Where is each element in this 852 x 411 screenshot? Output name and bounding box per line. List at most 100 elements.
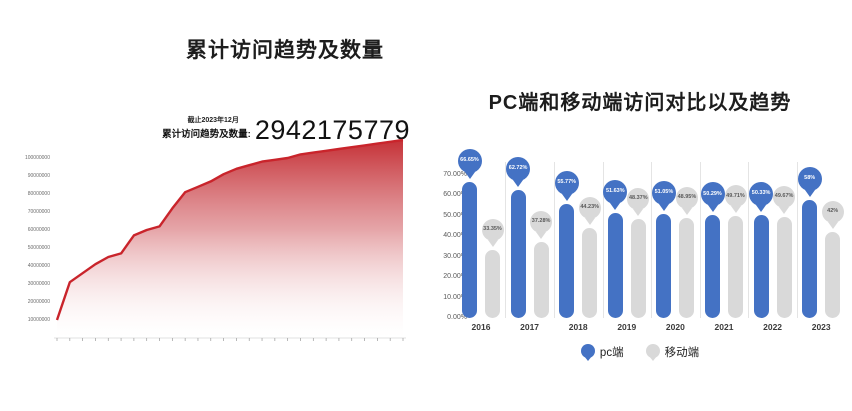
- legend: pc端 移动端: [430, 340, 850, 364]
- cumulative-total-annotation: 截止2023年12月 累计访问趋势及数量: 2942175779: [120, 98, 410, 144]
- left-y-tick-label: 70000000: [27, 208, 50, 215]
- right-y-tick-label: 70.00%: [443, 171, 467, 178]
- left-y-tick-label: 20000000: [27, 298, 50, 305]
- group-separator: [796, 162, 798, 318]
- total-label: 累计访问趋势及数量:: [162, 129, 251, 140]
- left-axis-marks: [54, 337, 406, 341]
- mobile-value-bubble: 49.71%: [724, 185, 747, 208]
- mobile-bar: [776, 216, 792, 318]
- group-separator: [699, 162, 701, 318]
- pc-bar: [510, 189, 526, 318]
- mobile-value-bubble: 48.95%: [675, 187, 698, 209]
- mobile-value-bubble-tail: [536, 231, 547, 239]
- legend-item-mobile: 移动端: [645, 343, 700, 361]
- right-y-tick-label: 60.00%: [443, 191, 467, 199]
- mobile-value-bubble-tail: [730, 206, 741, 214]
- group-separator: [748, 162, 750, 318]
- left-y-tick-label: 80000000: [27, 190, 50, 197]
- mobile-value-bubble: 42%: [821, 201, 844, 224]
- mobile-bar: [728, 216, 743, 318]
- right-y-tick-label: 20.00%: [443, 273, 467, 281]
- year-label: 2021: [714, 322, 734, 332]
- pc-balloon-icon: [580, 343, 595, 361]
- legend-item-pc: pc端: [580, 343, 624, 361]
- right-y-tick-label: 50.00%: [443, 211, 467, 219]
- right-y-tick-label: 40.00%: [443, 232, 467, 240]
- pc-value-bubble-tail: [464, 171, 475, 179]
- pc-value-bubble: 58%: [797, 166, 822, 191]
- right-chart-title: PC端和移动端访问对比以及趋势: [488, 92, 792, 114]
- total-value: 2942175779: [254, 115, 410, 145]
- left-y-tick-label: 30000000: [27, 280, 50, 287]
- left-chart-title: 累计访问趋势及数量: [186, 39, 384, 62]
- as-of-date-note: 截止2023年12月: [187, 117, 239, 124]
- mobile-bar: [533, 241, 549, 318]
- pc-value-bubble-tail: [658, 203, 669, 211]
- pc-value-bubble: 66.65%: [457, 148, 482, 173]
- year-label: 2016: [471, 322, 491, 332]
- pc-value-bubble: 51.05%: [651, 180, 676, 205]
- pc-bar: [656, 213, 672, 318]
- pc-value-bubble: 50.33%: [749, 182, 774, 207]
- year-label: 2022: [763, 322, 783, 332]
- legend-label-pc: pc端: [599, 347, 624, 359]
- group-separator: [553, 162, 555, 318]
- right-y-tick-label: 10.00%: [443, 293, 467, 301]
- pc-bar: [559, 204, 575, 318]
- left-y-tick-label: 50000000: [27, 244, 50, 251]
- area-chart-svg: [54, 138, 406, 341]
- year-label: 2018: [568, 322, 588, 332]
- mobile-value-bubble: 44.23%: [578, 196, 601, 219]
- pc-value-bubble: 62.72%: [506, 156, 531, 181]
- group-separator: [602, 162, 604, 318]
- annotation-label-stack: 截止2023年12月 累计访问趋势及数量:: [162, 115, 251, 140]
- mobile-value-bubble-tail: [681, 208, 692, 215]
- mobile-value-bubble-tail: [487, 239, 498, 247]
- left-y-tick-label: 90000000: [27, 172, 50, 179]
- mobile-value-bubble-tail: [584, 217, 595, 225]
- pc-bar: [607, 212, 623, 318]
- year-label: 2019: [617, 322, 637, 332]
- pc-bar: [462, 181, 477, 318]
- left-y-tick-label: 100000000: [24, 154, 50, 161]
- mobile-value-bubble: 48.37%: [627, 188, 650, 211]
- pc-bar: [753, 215, 769, 318]
- mobile-value-bubble: 37.28%: [530, 210, 553, 233]
- mobile-bar: [679, 218, 695, 318]
- area-line: [55, 138, 404, 321]
- mobile-bar: [825, 232, 841, 318]
- year-label: 2017: [520, 322, 540, 332]
- pc-value-bubble: 51.63%: [603, 179, 628, 204]
- group-separator: [505, 162, 507, 318]
- left-y-tick-label: 10000000: [27, 316, 50, 323]
- left-y-tick-label: 60000000: [27, 226, 50, 233]
- legend-label-mobile: 移动端: [664, 347, 700, 359]
- mobile-bar: [485, 249, 500, 318]
- mobile-value-bubble-tail: [633, 209, 644, 217]
- area-fill: [57, 140, 403, 338]
- mobile-bar: [630, 219, 646, 318]
- pc-bar: [802, 199, 818, 318]
- pc-value-bubble: 55.77%: [554, 171, 579, 196]
- mobile-value-bubble-tail: [779, 206, 790, 214]
- pc-value-bubble-tail: [707, 205, 718, 213]
- year-label: 2023: [811, 322, 831, 332]
- pc-value-bubble-tail: [804, 189, 815, 197]
- pc-value-bubble: 50.29%: [700, 182, 725, 207]
- mobile-value-bubble: 33.35%: [481, 218, 504, 241]
- mobile-value-bubble-tail: [827, 222, 838, 230]
- area-series: [55, 138, 404, 338]
- mobile-bar: [582, 227, 598, 318]
- group-separator: [651, 162, 653, 318]
- cumulative-visits-chart: 累计访问趋势及数量 截止2023年12月 累计访问趋势及数量: 29421757…: [24, 39, 410, 341]
- right-y-tick-label: 30.00%: [443, 252, 467, 260]
- left-y-tick-label: 40000000: [27, 262, 50, 269]
- pc-value-bubble-tail: [561, 194, 572, 202]
- mobile-balloon-icon: [645, 343, 660, 361]
- mobile-value-bubble: 49.67%: [773, 185, 796, 208]
- pc-bar: [705, 215, 720, 318]
- pc-value-bubble-tail: [756, 205, 767, 213]
- pc-value-bubble-tail: [513, 179, 524, 187]
